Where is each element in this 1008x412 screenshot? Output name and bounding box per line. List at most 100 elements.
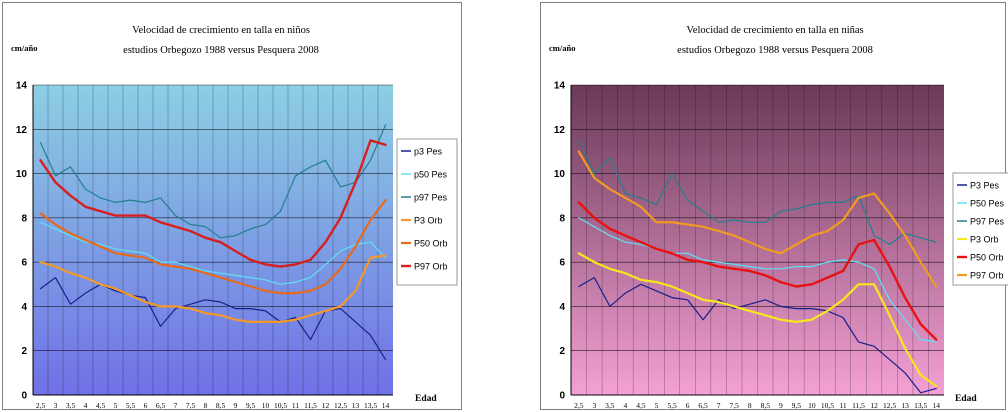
x-tick-label: 10,5	[821, 401, 834, 410]
legend-label: P50 Orb	[970, 253, 1004, 263]
series-line-p3-orb	[577, 252, 938, 388]
legend-label: P97 Pes	[970, 217, 1005, 227]
x-tick-label: 2,5	[574, 401, 584, 410]
x-tick-label: 10	[262, 401, 270, 410]
y-tick-label: 14	[554, 81, 566, 92]
x-tick-label: 10	[808, 401, 816, 410]
series-line-p97-pes	[578, 139, 937, 245]
x-tick-label: 7	[174, 401, 178, 410]
x-tick-label: 6,5	[156, 401, 166, 410]
x-tick-label: 11,5	[852, 401, 865, 410]
legend-label: p50 Pes	[414, 170, 448, 180]
x-tick-label: 11	[839, 401, 846, 410]
series-line-p50-orb	[39, 199, 387, 295]
x-tick-label: 2,5	[36, 401, 46, 410]
x-tick-label: 6	[686, 401, 690, 410]
legend-label: P97 Orb	[970, 271, 1004, 281]
series-line-p97-orb	[577, 150, 938, 288]
x-tick-label: 8,5	[761, 401, 771, 410]
legend-label: P3 Pes	[970, 181, 1000, 191]
y-tick-label: 8	[21, 213, 27, 224]
x-tick-label: 11	[292, 401, 299, 410]
x-tick-label: 10,5	[274, 401, 287, 410]
x-tick-label: 12	[322, 401, 330, 410]
x-axis-label: Edad	[415, 394, 437, 404]
x-tick-label: 6	[144, 401, 148, 410]
chart-subtitle: estudios Orbegozo 1988 versus Pesquera 2…	[677, 45, 873, 56]
x-tick-label: 3	[54, 401, 58, 410]
x-tick-label: 11,5	[304, 401, 317, 410]
legend: p3 Pes p50 Pes p97 Pes P3 Orb P50 Orb P97 Orb	[396, 138, 458, 286]
x-tick-label: 9	[234, 401, 238, 410]
y-tick-label: 0	[21, 391, 27, 402]
legend-label: P50 Pes	[970, 199, 1005, 209]
x-tick-label: 7,5	[730, 401, 740, 410]
x-tick-label: 5	[655, 401, 659, 410]
legend-label: P3 Orb	[970, 235, 999, 245]
y-tick-label: 10	[554, 169, 566, 180]
x-tick-label: 7,5	[186, 401, 196, 410]
y-tick-label: 4	[559, 302, 565, 313]
y-tick-label: 10	[16, 169, 28, 180]
y-axis-label: cm/año	[11, 43, 37, 53]
x-tick-label: 13,5	[914, 401, 927, 410]
x-tick-label: 4,5	[636, 401, 646, 410]
growth-velocity-boys-chart: 0 2 4 6 8 10 12 14 2,5 3 3,5 4 4,5 5 5,5 6 6,5 7 7,5 8 8,5 9 9…	[11, 25, 458, 410]
x-tick-label: 8	[204, 401, 208, 410]
x-tick-label: 9,5	[792, 401, 802, 410]
series-line-p3-pes	[578, 277, 937, 394]
x-tick-label: 12	[870, 401, 878, 410]
x-tick-label: 4	[624, 401, 628, 410]
x-tick-label: 13	[901, 401, 909, 410]
legend-box	[952, 172, 1008, 286]
x-tick-label: 5	[114, 401, 118, 410]
chart-panel-boys: 0 2 4 6 8 10 12 14 2,5 3 3,5 4 4,5 5 5,5 6 6,5 7 7,5 8 8,5 9 9…	[2, 2, 462, 410]
x-tick-label: 3	[592, 401, 596, 410]
x-tick-label: 5,5	[126, 401, 136, 410]
legend-label: p3 Pes	[414, 147, 443, 157]
chart-title: Velocidad de crecimiento en talla en niñ…	[132, 25, 310, 36]
chart-title: Velocidad de crecimiento en talla en niñ…	[686, 25, 863, 36]
x-axis-label: Edad	[955, 394, 977, 404]
y-tick-label: 0	[559, 391, 565, 402]
x-tick-label: 14	[932, 401, 940, 410]
legend-label: p97 Pes	[414, 193, 448, 203]
series-line-p97-pes	[39, 124, 387, 239]
x-tick-label: 9,5	[246, 401, 256, 410]
chart-subtitle: estudios Orbegozo 1988 versus Pesquera 2…	[123, 45, 319, 56]
legend-label: P3 Orb	[414, 216, 443, 226]
x-tick-label: 14	[382, 401, 390, 410]
series-line-p50-pes	[578, 217, 937, 343]
x-tick-label: 3,5	[66, 401, 76, 410]
chart-panel-girls: 0 2 4 6 8 10 12 14 2,5 3 3,5 4 4,5 5 5,5 6 6,5 7 7,5 8 8,5 9 9…	[540, 2, 1008, 410]
legend-label: P97 Orb	[414, 262, 448, 272]
x-tick-label: 4	[84, 401, 88, 410]
x-tick-label: 3,5	[605, 401, 615, 410]
y-tick-label: 2	[559, 346, 565, 357]
series-line-p97-orb	[39, 139, 387, 268]
legend-label: P50 Orb	[414, 239, 448, 249]
growth-velocity-girls-chart: 0 2 4 6 8 10 12 14 2,5 3 3,5 4 4,5 5 5,5 6 6,5 7 7,5 8 8,5 9 9…	[549, 25, 1008, 410]
y-tick-label: 4	[21, 302, 27, 313]
y-tick-label: 6	[559, 258, 565, 269]
series-line-p50-orb	[577, 201, 938, 341]
x-tick-label: 4,5	[96, 401, 106, 410]
y-axis-label: cm/año	[549, 43, 575, 53]
x-tick-label: 12,5	[883, 401, 896, 410]
x-tick-label: 12,5	[334, 401, 347, 410]
y-tick-label: 2	[21, 346, 27, 357]
x-tick-label: 8,5	[216, 401, 226, 410]
legend-box	[396, 138, 458, 286]
y-tick-label: 14	[16, 81, 28, 92]
y-tick-label: 6	[21, 258, 27, 269]
series-line-p50-pes	[39, 221, 387, 285]
x-tick-label: 13,5	[364, 401, 377, 410]
x-tick-label: 6,5	[698, 401, 708, 410]
x-tick-label: 5,5	[667, 401, 677, 410]
y-tick-label: 12	[16, 125, 28, 136]
x-tick-label: 13	[352, 401, 360, 410]
legend: P3 Pes P50 Pes P97 Pes P3 Orb P50 Orb P97 Orb	[952, 172, 1008, 286]
y-tick-label: 12	[554, 125, 566, 136]
x-tick-label: 7	[717, 401, 721, 410]
y-tick-label: 8	[559, 213, 565, 224]
